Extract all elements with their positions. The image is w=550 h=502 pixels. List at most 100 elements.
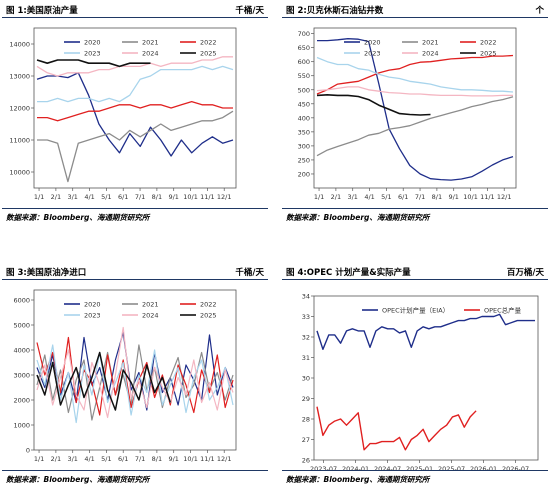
legend-label: 2024	[422, 50, 439, 58]
y-tick-label: 32	[302, 334, 310, 342]
y-tick-label: 29	[302, 395, 310, 403]
panel-unit: 千桶/天	[235, 6, 264, 16]
x-tick-label: 10/1	[183, 455, 198, 463]
series-line-4	[36, 326, 234, 419]
panel-header: 图 2:贝克休斯石油钻井数 个	[284, 3, 546, 17]
chart-panel-crude-production: 图 1:美国原油产量 千桶/天 10000 11000 12000 13000 1400…	[0, 0, 270, 240]
footer-rule	[282, 208, 548, 209]
plot-area	[313, 27, 517, 189]
x-tick-label: 2023-07	[310, 465, 337, 470]
y-tick-label: 27	[302, 436, 310, 444]
y-tick-label: 450	[298, 100, 310, 108]
legend-label: 2021	[422, 39, 439, 47]
panel-header: 图 1:美国原油产量 千桶/天	[4, 3, 266, 17]
legend-label: 2023	[364, 50, 381, 58]
x-tick-label: 7/1	[135, 455, 145, 463]
series-line-1	[36, 344, 234, 421]
panel-unit: 千桶/天	[235, 268, 264, 278]
panel-title: 图 3:美国原油净进口	[6, 268, 87, 278]
legend-label: 2020	[364, 39, 381, 47]
panel-title: 图 1:美国原油产量	[6, 6, 78, 16]
y-tick-label: 600	[298, 58, 310, 66]
header-rule	[282, 17, 548, 18]
y-tick-label: 550	[298, 72, 310, 80]
x-tick-label: 11/1	[480, 193, 495, 201]
series-line-1	[316, 406, 477, 451]
footer-rule	[2, 470, 268, 471]
x-tick-label: 11/1	[200, 193, 215, 201]
x-tick-label: 5/1	[101, 193, 111, 201]
chart-panel-net-imports: 图 3:美国原油净进口 千桶/天 0 1000 2000 3000 4000 5000 60…	[0, 262, 270, 502]
panel-header: 图 4:OPEC 计划产量&实际产量 百万桶/天	[284, 265, 546, 279]
series-line-4	[36, 56, 233, 77]
y-tick-label: 700	[298, 30, 310, 38]
source-note: 数据来源：Bloomberg、海通期货研究所	[6, 475, 150, 484]
panel-title: 图 4:OPEC 计划产量&实际产量	[286, 268, 411, 278]
x-tick-label: 2/1	[51, 193, 61, 201]
y-tick-label: 5000	[13, 322, 30, 330]
x-tick-label: 8/1	[152, 193, 162, 201]
x-tick-label: 4/1	[84, 455, 94, 463]
x-tick-label: 3/1	[67, 455, 77, 463]
x-tick-label: 10/1	[463, 193, 478, 201]
y-tick-label: 250	[298, 156, 310, 164]
x-tick-label: 6/1	[118, 455, 128, 463]
y-tick-label: 28	[302, 416, 310, 424]
x-tick-label: 4/1	[84, 193, 94, 201]
line-chart: 200 250 300 350 400 450 500 550 600 650 700 1/1 2/1 3…	[298, 27, 517, 201]
y-tick-label: 10000	[9, 169, 30, 177]
source-note: 数据来源：Bloomberg、海通期货研究所	[286, 475, 430, 484]
header-rule	[2, 279, 268, 280]
source-note: 数据来源：Bloomberg、海通期货研究所	[286, 213, 430, 222]
x-tick-label: 2024-07	[374, 465, 401, 470]
legend-label: 2022	[200, 39, 217, 47]
line-chart: 26 27 28 29 30 31 32 33 34 2023-07 2024-01 2024-07 2…	[302, 293, 539, 470]
header-rule	[282, 279, 548, 280]
x-tick-label: 2026-07	[502, 465, 529, 470]
y-tick-label: 6000	[13, 297, 30, 305]
legend-label: 2025	[200, 312, 217, 320]
series-line-5	[36, 59, 151, 68]
legend-label: 2020	[84, 39, 101, 47]
y-tick-label: 0	[26, 447, 30, 455]
y-tick-label: 12000	[9, 105, 30, 113]
panel-unit: 个	[535, 6, 544, 16]
y-tick-label: 2000	[13, 397, 30, 405]
line-chart: 10000 11000 12000 13000 14000 1/1 2/1 3/1 4/1 5/1…	[9, 27, 237, 201]
x-tick-label: 2/1	[51, 455, 61, 463]
x-tick-label: 7/1	[415, 193, 425, 201]
x-tick-label: 11/1	[200, 455, 215, 463]
legend-label: 2021	[142, 39, 159, 47]
y-tick-label: 350	[298, 128, 310, 136]
y-tick-label: 500	[298, 86, 310, 94]
series-line-5	[316, 94, 431, 116]
legend-label: 2020	[84, 301, 101, 309]
series-line-2	[37, 100, 233, 122]
y-tick-label: 400	[298, 114, 310, 122]
series-line-3	[37, 65, 234, 103]
series-line-1	[37, 110, 234, 183]
legend-label: 2023	[84, 50, 101, 58]
y-tick-label: 14000	[9, 41, 30, 49]
x-tick-label: 8/1	[432, 193, 442, 201]
x-tick-label: 9/1	[168, 193, 178, 201]
x-tick-label: 2025-01	[406, 465, 433, 470]
x-tick-label: 6/1	[398, 193, 408, 201]
x-tick-label: 2024-01	[342, 465, 369, 470]
legend-label: 2024	[142, 312, 159, 320]
y-tick-label: 650	[298, 44, 310, 52]
x-tick-label: 10/1	[183, 193, 198, 201]
series-line-0	[316, 313, 535, 351]
x-tick-label: 12/1	[497, 193, 512, 201]
panel-header: 图 3:美国原油净进口 千桶/天	[4, 265, 266, 279]
y-tick-label: 33	[302, 313, 310, 321]
plot-area	[33, 289, 237, 451]
x-tick-label: 3/1	[347, 193, 357, 201]
x-tick-label: 9/1	[448, 193, 458, 201]
footer-rule	[282, 470, 548, 471]
y-tick-label: 13000	[9, 73, 30, 81]
x-tick-label: 1/1	[34, 193, 44, 201]
footer-rule	[2, 208, 268, 209]
legend-label: 2022	[480, 39, 497, 47]
series-line-5	[36, 351, 172, 411]
